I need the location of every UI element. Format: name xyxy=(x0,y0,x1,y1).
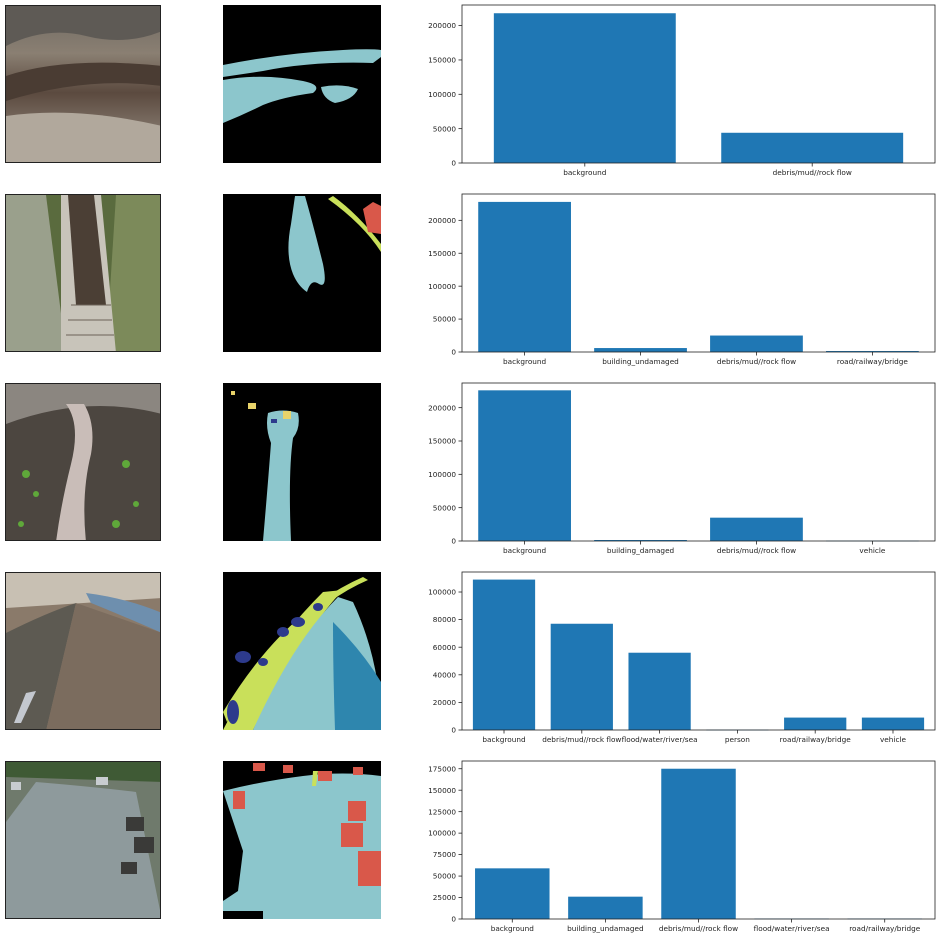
y-tick-label: 50000 xyxy=(433,124,457,133)
plot-frame xyxy=(461,382,936,542)
x-tick-label: road/railway/bridge xyxy=(837,357,909,366)
bar-1 xyxy=(472,579,536,730)
y-tick-label: 100000 xyxy=(428,470,456,479)
bar-2 xyxy=(594,348,687,352)
x-tick-label: background xyxy=(503,546,546,555)
bar-3 xyxy=(710,335,803,352)
y-tick-label: 100000 xyxy=(428,282,456,291)
bar-3 xyxy=(628,652,691,730)
x-tick-label: building_undamaged xyxy=(602,357,679,366)
sample-row-4: background debris/mud//rock flow flood/wat… xyxy=(0,571,938,744)
y-tick-label: 150000 xyxy=(428,437,456,446)
segmentation-mask xyxy=(223,383,381,541)
y-tick-label: 200000 xyxy=(428,21,456,30)
y-tick-label: 0 xyxy=(451,726,456,735)
y-tick-label: 200000 xyxy=(428,216,456,225)
x-tick-label: vehicle xyxy=(880,735,906,744)
y-tick-label: 20000 xyxy=(433,698,457,707)
x-tick-label: debris/mud//rock flow xyxy=(717,357,796,366)
sample-row-3: background building_damaged debris/mud//ro… xyxy=(0,382,938,555)
bar-4 xyxy=(826,351,919,352)
x-tick-label: flood/water/river/sea xyxy=(754,924,830,933)
y-tick-label: 80000 xyxy=(433,615,457,624)
bar-1 xyxy=(493,13,676,163)
bar-3 xyxy=(661,768,736,919)
y-tick-label: 0 xyxy=(451,537,456,546)
bar-2 xyxy=(721,132,904,163)
y-tick-label: 0 xyxy=(451,915,456,924)
y-tick-label: 200000 xyxy=(428,403,456,412)
plot-frame xyxy=(461,193,936,353)
bar-1 xyxy=(478,201,571,352)
bar-1 xyxy=(478,390,571,541)
sample-row-2: background building_undamaged debris/mud//… xyxy=(0,193,938,366)
sample-row-1: background debris/mud//rock flow 0 50000 100… xyxy=(0,4,938,177)
y-tick-label: 75000 xyxy=(433,850,457,859)
bar-5 xyxy=(784,717,847,730)
plot-frame xyxy=(461,4,936,164)
canal-photo xyxy=(5,194,161,352)
x-tick-label: background xyxy=(491,924,534,933)
y-tick-label: 0 xyxy=(451,159,456,168)
bar-2 xyxy=(594,540,687,541)
y-tick-label: 50000 xyxy=(433,503,457,512)
segmentation-mask xyxy=(223,761,381,919)
x-tick-label: background xyxy=(563,168,606,177)
flood-street-photo xyxy=(5,572,161,730)
x-tick-label: background xyxy=(482,735,525,744)
valley-photo xyxy=(5,383,161,541)
bar-chart-2: background building_undamaged debris/mud//… xyxy=(428,193,936,366)
y-tick-label: 175000 xyxy=(428,764,456,773)
x-tick-label: road/railway/bridge xyxy=(780,735,852,744)
bar-chart-5: background building_undamaged debris/mud//… xyxy=(428,760,936,933)
segmentation-mask xyxy=(223,572,381,730)
bar-1 xyxy=(475,868,550,919)
y-tick-label: 0 xyxy=(451,348,456,357)
y-tick-label: 50000 xyxy=(433,872,457,881)
x-tick-label: building_undamaged xyxy=(567,924,644,933)
y-tick-label: 150000 xyxy=(428,786,456,795)
sample-row-5: background building_undamaged debris/mud//… xyxy=(0,760,938,933)
x-tick-label: road/railway/bridge xyxy=(849,924,921,933)
bar-2 xyxy=(550,623,613,730)
x-tick-label: debris/mud//rock flow xyxy=(773,168,852,177)
y-tick-label: 60000 xyxy=(433,643,457,652)
x-tick-label: building_damaged xyxy=(607,546,674,555)
bar-chart-1: background debris/mud//rock flow 0 50000 100… xyxy=(428,4,936,177)
plot-frame xyxy=(461,760,936,920)
y-tick-label: 150000 xyxy=(428,56,456,65)
x-tick-label: vehicle xyxy=(859,546,885,555)
y-tick-label: 50000 xyxy=(433,315,457,324)
x-tick-label: debris/mud//rock flow xyxy=(542,735,621,744)
y-tick-label: 100000 xyxy=(428,588,456,597)
x-tick-label: debris/mud//rock flow xyxy=(717,546,796,555)
x-tick-label: background xyxy=(503,357,546,366)
bar-6 xyxy=(861,717,925,730)
y-tick-label: 100000 xyxy=(428,829,456,838)
bar-chart-4: background debris/mud//rock flow flood/wat… xyxy=(428,571,936,744)
segmentation-mask xyxy=(223,5,381,163)
x-tick-label: flood/water/river/sea xyxy=(622,735,698,744)
x-tick-label: debris/mud//rock flow xyxy=(659,924,738,933)
y-tick-label: 25000 xyxy=(433,893,457,902)
y-tick-label: 100000 xyxy=(428,90,456,99)
segmentation-mask xyxy=(223,194,381,352)
village-mudflow-photo xyxy=(5,761,161,919)
y-tick-label: 40000 xyxy=(433,670,457,679)
bar-2 xyxy=(568,896,643,919)
bar-3 xyxy=(710,517,803,541)
x-tick-label: person xyxy=(725,735,750,744)
landslide-photo xyxy=(5,5,161,163)
plot-frame xyxy=(461,571,936,731)
y-tick-label: 150000 xyxy=(428,249,456,258)
bar-chart-3: background building_damaged debris/mud//ro… xyxy=(428,382,936,555)
y-tick-label: 125000 xyxy=(428,807,456,816)
